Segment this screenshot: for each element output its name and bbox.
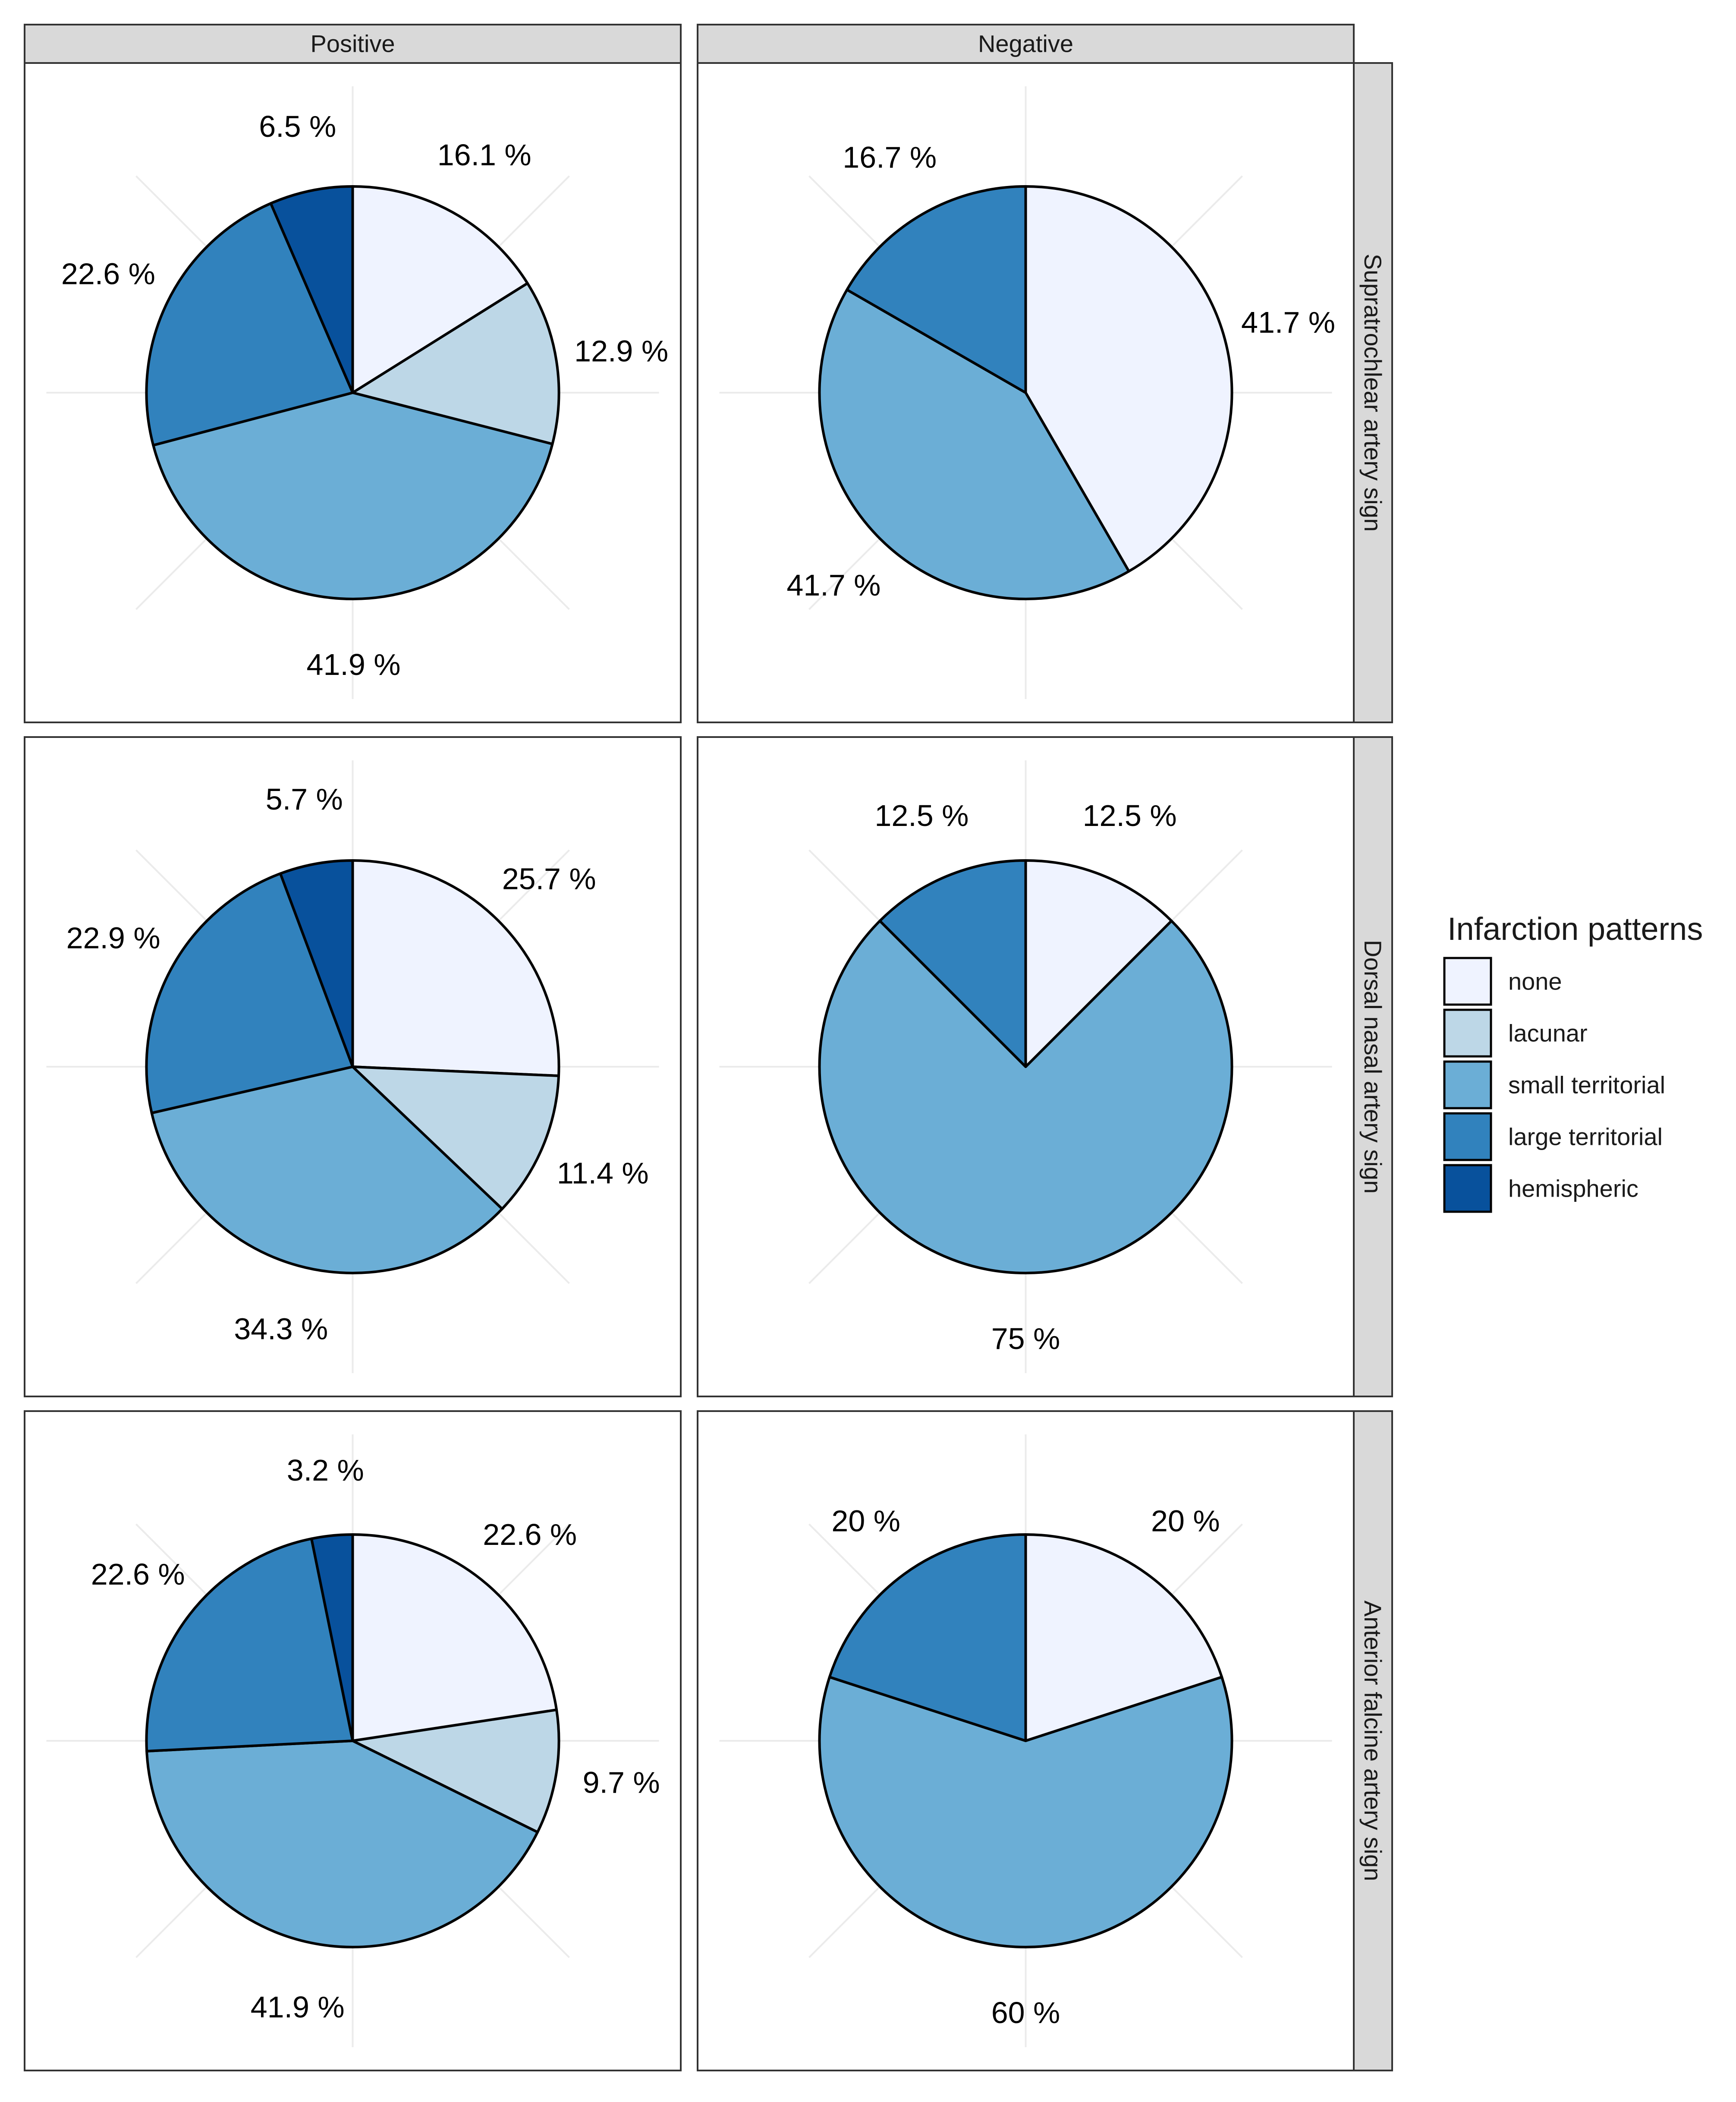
pie-labels: 12.5 % 75 % 12.5 % <box>874 799 1176 1355</box>
pie-labels: 41.7 % 41.7 % 16.7 % <box>786 141 1335 602</box>
legend-items: none lacunar small territorial large territ… <box>1443 957 1665 1213</box>
panel-supratrochlear-artery-sign-positive: 16.1 % 12.9 % 41.9 % 22.6 % 6.5 % <box>24 62 682 723</box>
slice-label-large-territorial: 16.7 % <box>843 141 937 174</box>
panels: 16.1 %12.9 %41.9 %22.6 %6.5 %41.7 %41.7 … <box>24 62 1355 2071</box>
row-strip-label: Dorsal nasal artery sign <box>1359 940 1387 1194</box>
slice-large-territorial <box>846 185 1027 394</box>
slice-label-hemispheric: 5.7 % <box>266 782 343 816</box>
slice-label-small-territorial: 34.3 % <box>234 1312 328 1346</box>
legend-title: Infarction patterns <box>1447 911 1703 947</box>
pie-labels: 20 % 60 % 20 % <box>831 1504 1220 2030</box>
panel-anterior-falcine-artery-sign-negative: 20 % 60 % 20 % <box>697 1410 1355 2071</box>
column-strip-label: Negative <box>978 30 1073 57</box>
pie <box>145 859 560 1274</box>
slice-small-territorial <box>150 1065 503 1274</box>
slice-small-territorial <box>145 1740 539 1948</box>
legend-label-lacunar: lacunar <box>1508 1020 1588 1047</box>
slice-large-territorial <box>145 1537 354 1753</box>
panel-dorsal-nasal-artery-sign-negative: 12.5 % 75 % 12.5 % <box>697 736 1355 1397</box>
slice-small-territorial <box>818 920 1233 1274</box>
slice-small-territorial <box>818 288 1130 601</box>
slice-hemispheric <box>279 859 354 1068</box>
slice-hemispheric <box>310 1533 354 1742</box>
slice-hemispheric <box>269 185 354 394</box>
column-strip-positive <box>24 24 682 64</box>
slice-small-territorial <box>152 391 554 600</box>
panel-supratrochlear-artery-sign-negative: 41.7 % 41.7 % 16.7 % <box>697 62 1355 723</box>
legend: Infarction patterns none lacunar small ter… <box>1443 911 1703 1213</box>
slice-label-none: 12.5 % <box>1083 799 1177 832</box>
row-strip-anterior-falcine-artery-sign <box>1353 1410 1393 2071</box>
slice-label-large-territorial: 20 % <box>831 1504 900 1538</box>
slice-lacunar <box>351 1708 560 1834</box>
pie <box>818 185 1233 601</box>
legend-key-hemispheric <box>1443 1164 1492 1213</box>
slice-large-territorial <box>878 859 1027 1068</box>
legend-label-small-territorial: small territorial <box>1508 1071 1665 1099</box>
slice-none <box>351 1533 558 1742</box>
slice-label-none: 16.1 % <box>437 138 531 172</box>
pie <box>818 859 1233 1274</box>
legend-key-large-territorial <box>1443 1112 1492 1161</box>
slice-large-territorial <box>828 1533 1027 1742</box>
slice-label-large-territorial: 22.9 % <box>66 921 160 955</box>
column-strips: Positive Negative <box>24 24 1355 64</box>
slice-large-territorial <box>145 202 354 447</box>
column-strip-negative <box>697 24 1355 64</box>
legend-key-small-territorial <box>1443 1060 1492 1109</box>
row-strip-label: Anterior falcine artery sign <box>1359 1601 1387 1881</box>
legend-key-lacunar <box>1443 1008 1492 1058</box>
pie-labels: 22.6 % 9.7 % 41.9 % 22.6 % 3.2 % <box>91 1453 660 2024</box>
legend-label-large-territorial: large territorial <box>1508 1123 1663 1150</box>
pie <box>818 1533 1233 1948</box>
column-strip-label: Positive <box>310 30 395 57</box>
slice-label-large-territorial: 22.6 % <box>61 257 155 291</box>
legend-label-hemispheric: hemispheric <box>1508 1175 1639 1202</box>
pie-labels: 25.7 % 11.4 % 34.3 % 22.9 % 5.7 % <box>66 782 649 1346</box>
slice-none <box>1024 185 1233 573</box>
slice-label-lacunar: 11.4 % <box>557 1157 649 1190</box>
row-strip-supratrochlear-artery-sign <box>1353 62 1393 723</box>
slice-label-large-territorial: 22.6 % <box>91 1557 185 1591</box>
pie <box>145 185 560 600</box>
pie <box>145 1533 560 1948</box>
slice-label-none: 20 % <box>1151 1504 1220 1538</box>
slice-label-none: 22.6 % <box>483 1518 577 1551</box>
slice-lacunar <box>351 282 560 445</box>
slice-label-lacunar: 12.9 % <box>574 334 668 368</box>
slice-label-hemispheric: 3.2 % <box>287 1453 364 1487</box>
slice-label-none: 25.7 % <box>502 862 596 895</box>
slice-none <box>1024 1533 1223 1742</box>
row-strip-label: Supratrochlear artery sign <box>1359 254 1387 532</box>
pie-labels: 16.1 % 12.9 % 41.9 % 22.6 % 6.5 % <box>61 110 668 681</box>
slice-label-none: 41.7 % <box>1241 306 1335 339</box>
slice-label-small-territorial: 41.7 % <box>786 568 881 602</box>
row-strip-dorsal-nasal-artery-sign <box>1353 736 1393 1397</box>
slice-small-territorial <box>818 1676 1233 1948</box>
legend-key-none <box>1443 957 1492 1006</box>
slice-none <box>1024 859 1173 1068</box>
slice-label-lacunar: 9.7 % <box>583 1766 660 1799</box>
slice-none <box>351 859 560 1078</box>
slice-label-small-territorial: 41.9 % <box>307 648 401 681</box>
row-strips: Supratrochlear artery sign Dorsal nasal a… <box>1353 62 1393 2071</box>
panel-anterior-falcine-artery-sign-positive: 22.6 % 9.7 % 41.9 % 22.6 % 3.2 % <box>24 1410 682 2071</box>
slice-label-hemispheric: 6.5 % <box>259 110 336 143</box>
slice-none <box>351 185 529 394</box>
slice-label-small-territorial: 60 % <box>991 1996 1060 2030</box>
slice-large-territorial <box>145 872 354 1115</box>
slice-lacunar <box>351 1065 560 1210</box>
slice-label-large-territorial: 12.5 % <box>874 799 969 832</box>
slice-label-small-territorial: 41.9 % <box>251 1990 345 2024</box>
legend-label-none: none <box>1508 968 1562 995</box>
panel-dorsal-nasal-artery-sign-positive: 25.7 % 11.4 % 34.3 % 22.9 % 5.7 % <box>24 736 682 1397</box>
slice-label-small-territorial: 75 % <box>991 1322 1060 1355</box>
